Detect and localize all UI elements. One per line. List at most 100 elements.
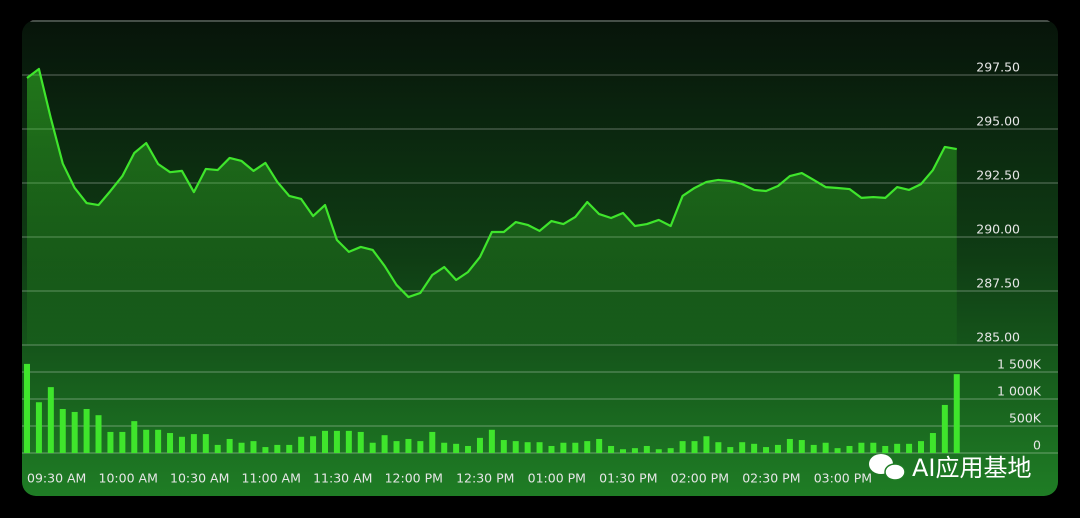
volume-bar: [941, 404, 948, 453]
y-tick-label: 0: [1033, 438, 1041, 453]
volume-bar: [596, 438, 603, 453]
volume-bar: [715, 442, 722, 453]
x-tick-label: 12:00 PM: [385, 471, 443, 486]
volume-bar: [739, 442, 746, 453]
price-area: [27, 68, 957, 346]
volume-bar: [417, 441, 424, 453]
volume-bar: [178, 436, 185, 453]
volume-bar: [35, 402, 42, 453]
plot: [22, 67, 1058, 454]
volume-bar: [286, 444, 293, 453]
volume-bar: [798, 440, 805, 453]
volume-bar: [572, 442, 579, 453]
volume-bar: [500, 440, 507, 453]
volume-bar: [643, 445, 650, 453]
y-tick-label: 292.50: [976, 168, 1020, 183]
volume-bar: [453, 443, 460, 453]
volume-bar: [393, 441, 400, 453]
volume-bar: [906, 443, 913, 453]
volume-bar: [763, 447, 770, 453]
volume-bar: [703, 436, 710, 453]
volume-bar: [381, 435, 388, 453]
volume-bar: [476, 437, 483, 453]
volume-bar: [631, 448, 638, 453]
volume-bar: [751, 443, 758, 453]
volume-bar: [250, 441, 257, 453]
y-tick-label: 297.50: [976, 60, 1020, 75]
volume-bar: [691, 441, 698, 453]
volume-bar: [202, 434, 209, 453]
volume-bar: [226, 438, 233, 453]
volume-bar: [298, 436, 305, 453]
volume-bar: [786, 438, 793, 453]
volume-bar: [167, 433, 174, 453]
volume-bar: [774, 444, 781, 453]
volume-bar: [333, 430, 340, 453]
y-tick-label: 290.00: [976, 222, 1020, 237]
volume-bar: [894, 443, 901, 453]
volume-bar: [59, 408, 66, 453]
volume-bar: [143, 429, 150, 453]
x-tick-label: 10:00 AM: [99, 471, 158, 486]
volume-bar: [155, 429, 162, 453]
volume-bar: [238, 442, 245, 453]
volume-bar: [560, 442, 567, 453]
volume-bar: [119, 431, 126, 453]
volume-bar: [584, 441, 591, 453]
y-tick-label: 1 000K: [997, 384, 1042, 399]
y-tick-label: 1 500K: [997, 357, 1042, 372]
price-line: [26, 67, 957, 299]
y-tick-label: 287.50: [976, 276, 1020, 291]
volume-bar: [655, 449, 662, 453]
volume-bar: [47, 387, 54, 453]
volume-bar: [274, 444, 281, 453]
volume-bar: [322, 430, 328, 453]
volume-bar: [190, 434, 197, 453]
volume-bar: [953, 374, 960, 453]
volume-bar: [918, 441, 924, 453]
volume-bar: [512, 441, 519, 453]
y-tick-label: 295.00: [976, 114, 1020, 129]
volume-bar: [608, 445, 615, 453]
volume-bar: [846, 445, 853, 453]
volume-bar: [107, 431, 114, 453]
x-tick-label: 09:30 AM: [27, 471, 86, 486]
volume-bar: [262, 447, 269, 453]
volume-bar: [882, 445, 889, 453]
x-tick-label: 10:30 AM: [170, 471, 229, 486]
x-tick-label: 11:30 AM: [313, 471, 372, 486]
watermark-text: AI应用基地: [912, 454, 1032, 482]
x-tick-label: 01:00 PM: [528, 471, 586, 486]
x-tick-label: 01:30 PM: [599, 471, 657, 486]
volume-bar: [548, 445, 555, 453]
volume-bar: [679, 441, 686, 453]
y-tick-label: 285.00: [976, 330, 1020, 345]
volume-bar: [71, 411, 78, 453]
volume-bar: [834, 448, 841, 453]
watermark: AI应用基地: [869, 454, 1032, 482]
volume-bar: [822, 442, 829, 453]
volume-bar: [357, 431, 364, 453]
volume-bar: [536, 442, 543, 453]
volume-bar: [429, 431, 436, 453]
x-tick-label: 02:30 PM: [742, 471, 800, 486]
volume-bar: [667, 448, 674, 453]
volume-bar: [858, 442, 865, 453]
volume-bar: [465, 445, 472, 453]
volume-bar: [24, 363, 30, 453]
volume-bar: [214, 444, 221, 453]
x-tick-label: 11:00 AM: [242, 471, 301, 486]
volume-bar: [95, 415, 102, 453]
volume-bar: [488, 429, 495, 453]
y-tick-label: 500K: [1009, 411, 1042, 426]
volume-bar: [810, 444, 817, 453]
volume-bar: [405, 438, 412, 453]
volume-bar: [524, 442, 531, 453]
volume-bar: [441, 442, 448, 453]
volume-bar: [620, 449, 626, 453]
volume-bar: [131, 421, 138, 453]
x-tick-label: 03:00 PM: [814, 471, 872, 486]
volume-bar: [870, 442, 877, 453]
volume-bar: [345, 430, 352, 453]
